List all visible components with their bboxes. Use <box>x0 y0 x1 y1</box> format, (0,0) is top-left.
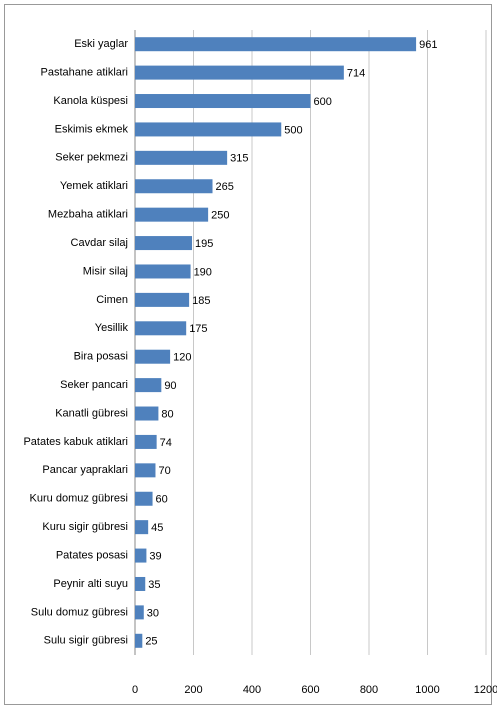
y-tick-label: Yesillik <box>95 322 129 334</box>
y-tick-label: Patates kabuk atiklari <box>23 436 128 448</box>
x-tick-label: 200 <box>184 684 202 696</box>
bar <box>135 37 417 52</box>
bar <box>135 207 209 222</box>
y-tick-label: Sulu sigir gübresi <box>44 635 128 647</box>
bar <box>135 65 344 80</box>
bar <box>135 150 228 165</box>
bar <box>135 179 213 194</box>
data-label: 250 <box>211 210 229 222</box>
data-label: 39 <box>149 550 161 562</box>
y-tick-label: Misir silaj <box>83 265 128 277</box>
y-tick-label: Pastahane atiklari <box>41 67 128 79</box>
y-tick-label: Seker pekmezi <box>55 152 128 164</box>
y-tick-label: Cavdar silaj <box>71 237 128 249</box>
y-tick-label: Kanola küspesi <box>53 95 128 107</box>
bar <box>135 94 311 109</box>
y-tick-label: Mezbaha atiklari <box>48 209 128 221</box>
bar <box>135 605 144 620</box>
data-label: 714 <box>347 68 365 80</box>
data-label: 70 <box>158 465 170 477</box>
y-tick-label: Pancar yapraklari <box>42 464 128 476</box>
bar <box>135 349 171 364</box>
bar <box>135 264 191 279</box>
data-label: 315 <box>230 153 248 165</box>
y-tick-label: Peynir alti suyu <box>53 578 128 590</box>
bar <box>135 321 187 336</box>
data-label: 25 <box>145 636 157 648</box>
bar <box>135 236 193 251</box>
x-tick-label: 0 <box>132 684 138 696</box>
y-tick-label: Eskimis ekmek <box>55 123 129 135</box>
x-tick-label: 1000 <box>415 684 439 696</box>
y-tick-label: Kuru sigir gübresi <box>42 521 128 533</box>
bar <box>135 122 282 137</box>
bar <box>135 633 143 648</box>
y-tick-label: Sulu domuz gübresi <box>31 606 128 618</box>
data-label: 60 <box>156 494 168 506</box>
x-tick-label: 400 <box>243 684 261 696</box>
data-label: 120 <box>173 352 191 364</box>
x-tick-label: 800 <box>360 684 378 696</box>
y-tick-label: Eski yaglar <box>74 38 128 50</box>
x-tick-label: 600 <box>301 684 319 696</box>
bar <box>135 434 157 449</box>
y-tick-label: Yemek atiklari <box>60 180 128 192</box>
bar <box>135 576 146 591</box>
y-tick-label: Bira posasi <box>74 351 128 363</box>
y-tick-label: Patates posasi <box>56 549 128 561</box>
bar <box>135 491 153 506</box>
bar <box>135 463 156 478</box>
y-tick-label: Kuru domuz gübresi <box>30 493 128 505</box>
x-tick-label: 1200 <box>474 684 497 696</box>
data-label: 30 <box>147 607 159 619</box>
data-label: 45 <box>151 522 163 534</box>
data-label: 185 <box>192 295 210 307</box>
y-tick-label: Seker pancari <box>60 379 128 391</box>
bar <box>135 548 147 563</box>
data-label: 175 <box>189 323 207 335</box>
data-label: 600 <box>314 96 332 108</box>
y-tick-label: Kanatli gübresi <box>55 407 128 419</box>
data-label: 195 <box>195 238 213 250</box>
data-label: 265 <box>216 181 234 193</box>
bar <box>135 292 190 307</box>
bar <box>135 378 162 393</box>
bar <box>135 520 149 535</box>
data-label: 90 <box>164 380 176 392</box>
bar <box>135 406 159 421</box>
y-tick-label: Cimen <box>96 294 128 306</box>
data-label: 35 <box>148 579 160 591</box>
data-label: 80 <box>161 408 173 420</box>
data-label: 190 <box>194 266 212 278</box>
data-label: 74 <box>160 437 172 449</box>
data-label: 500 <box>284 124 302 136</box>
chart-border <box>4 4 492 705</box>
data-label: 961 <box>419 39 437 51</box>
